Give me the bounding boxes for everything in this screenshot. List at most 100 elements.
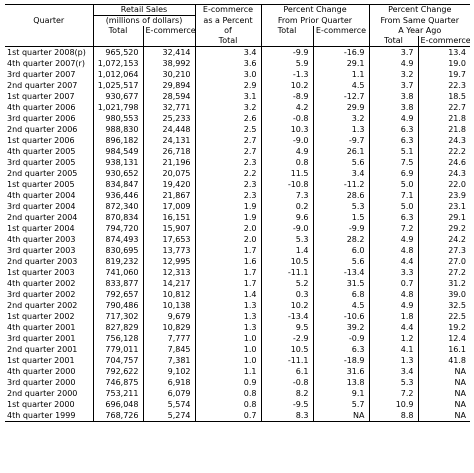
prior-quarter-total-cell: 10.3	[261, 124, 314, 135]
quarter-cell: 4th quarter 2004	[5, 190, 94, 201]
header-pct-of-total-line4: Total	[195, 36, 262, 47]
ecommerce-pct-cell: 2.9	[195, 80, 262, 91]
retail-ecommerce-sales-table: Retail Sales E-commerce Percent Change P…	[5, 4, 470, 422]
prior-quarter-ecommerce-cell: 29.1	[313, 58, 370, 69]
prior-quarter-total-cell: -10.8	[261, 179, 314, 190]
prior-quarter-ecommerce-cell: -16.9	[313, 46, 370, 58]
table-row: 2nd quarter 2006 988,830 24,448 2.5 10.3 1.3 6…	[5, 124, 470, 135]
header-retail-sales-units: (millions of dollars)	[93, 15, 196, 26]
year-ago-total-cell: 6.3	[369, 135, 419, 146]
retail-total-cell: 874,493	[93, 234, 144, 245]
retail-total-cell: 1,072,153	[93, 58, 144, 69]
year-ago-ecommerce-cell: 22.5	[448, 312, 467, 321]
retail-ecommerce-cell: 29,894	[143, 80, 196, 91]
prior-quarter-total-cell: 6.1	[261, 366, 314, 377]
quarter-cell: 2nd quarter 2000	[5, 388, 94, 399]
header-percent-change: Percent Change	[261, 4, 370, 16]
retail-total-cell: 717,302	[93, 311, 144, 322]
ecommerce-pct-cell: 2.6	[195, 113, 262, 124]
retail-total-cell: 984,549	[93, 146, 144, 157]
year-ago-ecommerce-cell: 27.2	[448, 268, 467, 277]
header-spacer-bottom	[313, 36, 370, 47]
year-ago-total-cell: 4.9	[369, 234, 419, 245]
year-ago-ecommerce-cell: 41.8	[448, 356, 467, 365]
table-row: 4th quarter 2004 936,446 21,867 2.3 7.3 28.6 7…	[5, 190, 470, 201]
prior-quarter-total-cell: 10.2	[261, 300, 314, 311]
quarter-cell: 2nd quarter 2007	[5, 80, 94, 91]
quarter-cell: 4th quarter 2003	[5, 234, 94, 245]
table-row: 2nd quarter 2003 819,232 12,995 1.6 10.5 5.6 4…	[5, 256, 470, 267]
ecommerce-pct-cell: 1.7	[195, 245, 262, 256]
prior-quarter-total-cell: -13.4	[261, 311, 314, 322]
table-row: 3rd quarter 2001 756,128 7,777 1.0 -2.9 -0.9 1…	[5, 333, 470, 344]
prior-quarter-ecommerce-cell: -0.9	[313, 333, 370, 344]
year-ago-total-cell: 0.7	[369, 278, 419, 289]
ecommerce-pct-cell: 3.1	[195, 91, 262, 102]
prior-quarter-total-cell: 8.3	[261, 410, 314, 422]
year-ago-ecommerce-cell: 29.2	[448, 224, 467, 233]
quarter-cell: 2nd quarter 2004	[5, 212, 94, 223]
prior-quarter-total-cell: 9.6	[261, 212, 314, 223]
year-ago-ecommerce-cell: 19.0	[448, 59, 467, 68]
header-pct-of-total-line2: as a Percent	[195, 15, 262, 26]
prior-quarter-ecommerce-cell: 28.6	[313, 190, 370, 201]
prior-quarter-ecommerce-cell: 31.6	[313, 366, 370, 377]
prior-quarter-ecommerce-cell: 6.3	[313, 344, 370, 355]
quarter-cell: 3rd quarter 2002	[5, 289, 94, 300]
table-row: 3rd quarter 2000 746,875 6,918 0.9 -0.8 13.8 5…	[5, 377, 470, 388]
year-ago-ecommerce-cell: NA	[454, 400, 467, 409]
table-row: 3rd quarter 2003 830,695 13,773 1.7 1.4 6.0 4.…	[5, 245, 470, 256]
prior-quarter-ecommerce-cell: 1.5	[313, 212, 370, 223]
retail-total-cell: 930,652	[93, 168, 144, 179]
prior-quarter-total-cell: -0.8	[261, 377, 314, 388]
table-row: 2nd quarter 2000 753,211 6,079 0.8 8.2 9.1 7.2…	[5, 388, 470, 399]
retail-total-cell: 1,012,064	[93, 69, 144, 80]
quarter-cell: 4th quarter 2007(r)	[5, 58, 94, 69]
prior-quarter-total-cell: 8.2	[261, 388, 314, 399]
header-retail-ecommerce: E-commerce	[143, 26, 196, 36]
retail-ecommerce-cell: 32,771	[143, 102, 196, 113]
year-ago-ecommerce-cell: NA	[454, 378, 467, 387]
retail-ecommerce-cell: 17,009	[143, 201, 196, 212]
ecommerce-pct-cell: 3.0	[195, 69, 262, 80]
ecommerce-pct-cell: 0.8	[195, 388, 262, 399]
header-quarter: Quarter	[5, 15, 94, 26]
retail-total-cell: 980,553	[93, 113, 144, 124]
ecommerce-pct-cell: 1.9	[195, 201, 262, 212]
retail-total-cell: 830,695	[93, 245, 144, 256]
prior-quarter-ecommerce-cell: 5.7	[313, 399, 370, 410]
retail-sales-table-container: Retail Sales E-commerce Percent Change P…	[5, 4, 470, 469]
table-row: 4th quarter 2002 833,877 14,217 1.7 5.2 31.5 0…	[5, 278, 470, 289]
retail-ecommerce-cell: 20,075	[143, 168, 196, 179]
year-ago-ecommerce-cell: 39.0	[448, 290, 467, 299]
retail-ecommerce-cell: 12,313	[143, 267, 196, 278]
retail-total-cell: 1,025,517	[93, 80, 144, 91]
year-ago-total-cell: 4.9	[369, 58, 419, 69]
retail-ecommerce-cell: 10,812	[143, 289, 196, 300]
table-row: 4th quarter 2000 792,622 9,102 1.1 6.1 31.6 3.…	[5, 366, 470, 377]
year-ago-total-cell: 7.2	[369, 388, 419, 399]
ecommerce-pct-cell: 1.6	[195, 256, 262, 267]
table-row: 4th quarter 1999 768,726 5,274 0.7 8.3 NA 8.8 N…	[5, 410, 470, 422]
year-ago-total-cell: 4.8	[369, 289, 419, 300]
ecommerce-pct-cell: 2.0	[195, 223, 262, 234]
ecommerce-pct-cell: 2.3	[195, 190, 262, 201]
year-ago-total-cell: 4.1	[369, 344, 419, 355]
ecommerce-pct-cell: 1.3	[195, 300, 262, 311]
prior-quarter-total-cell: 10.2	[261, 80, 314, 91]
quarter-cell: 3rd quarter 2005	[5, 157, 94, 168]
quarter-cell: 1st quarter 2001	[5, 355, 94, 366]
prior-quarter-total-cell: 10.5	[261, 256, 314, 267]
quarter-cell: 1st quarter 2008(p)	[5, 46, 94, 58]
ecommerce-pct-cell: 1.9	[195, 212, 262, 223]
prior-quarter-total-cell: 11.5	[261, 168, 314, 179]
prior-quarter-ecommerce-cell: 5.6	[313, 256, 370, 267]
prior-quarter-total-cell: 0.3	[261, 289, 314, 300]
year-ago-ecommerce-cell: 22.7	[448, 103, 467, 112]
year-ago-total-cell: 3.8	[369, 102, 419, 113]
retail-total-cell: 930,677	[93, 91, 144, 102]
prior-quarter-ecommerce-cell: -9.7	[313, 135, 370, 146]
prior-quarter-ecommerce-cell: NA	[313, 410, 370, 422]
quarter-cell: 3rd quarter 2007	[5, 69, 94, 80]
prior-quarter-ecommerce-cell: 13.8	[313, 377, 370, 388]
